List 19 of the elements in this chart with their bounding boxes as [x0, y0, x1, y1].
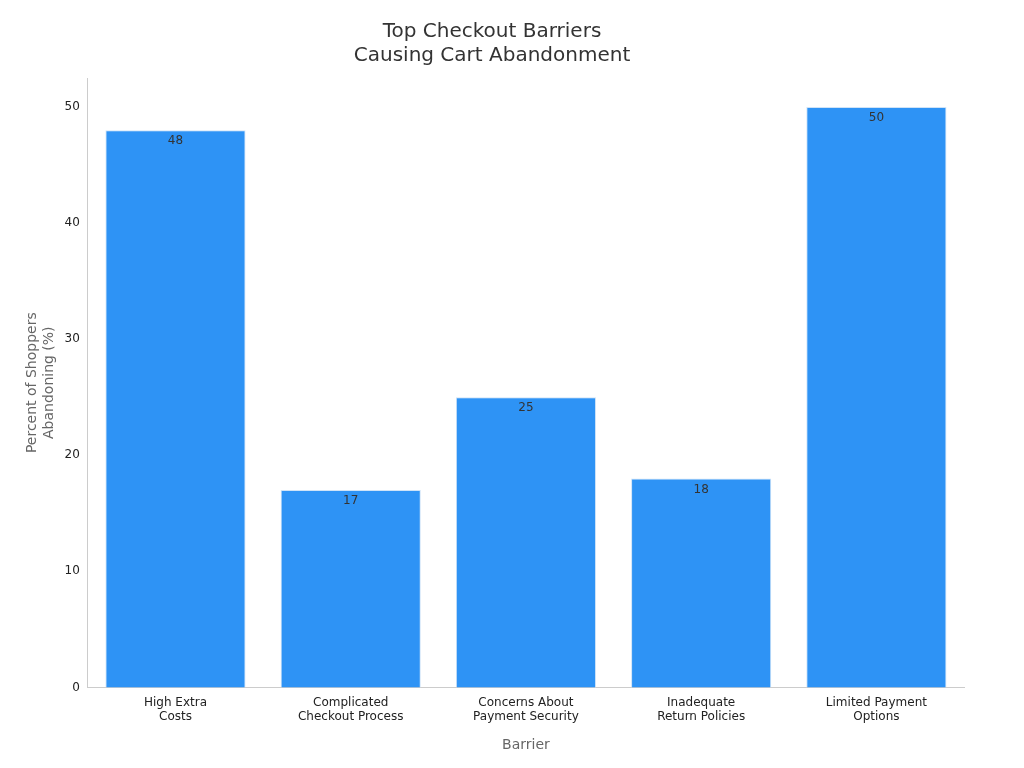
x-tick-label: Complicated Checkout Process — [297, 694, 404, 724]
chart-title: Top Checkout Barriers Causing Cart Abandonment — [353, 18, 631, 67]
x-tick-label: Limited Payment Options — [825, 694, 928, 724]
data-label: 17 — [343, 493, 359, 508]
y-tick-label: 0 — [72, 679, 80, 694]
y-axis-title: Percent of Shoppers Abandoning (%) — [23, 312, 56, 454]
data-label: 18 — [693, 481, 709, 496]
x-tick-label: Inadequate Return Policies — [657, 694, 746, 724]
y-tick-label: 50 — [64, 99, 80, 114]
y-tick-label: 20 — [64, 447, 80, 462]
y-tick-label: 40 — [64, 215, 80, 230]
data-label: 50 — [868, 110, 885, 125]
x-tick-label: High Extra Costs — [143, 694, 208, 724]
y-tick-label: 10 — [64, 563, 80, 578]
data-label: 48 — [167, 133, 184, 148]
y-tick-label: 30 — [64, 331, 80, 346]
x-axis-title: Barrier — [502, 736, 551, 753]
x-tick-label: Concerns About Payment Security — [473, 694, 579, 724]
data-label: 25 — [518, 400, 534, 415]
